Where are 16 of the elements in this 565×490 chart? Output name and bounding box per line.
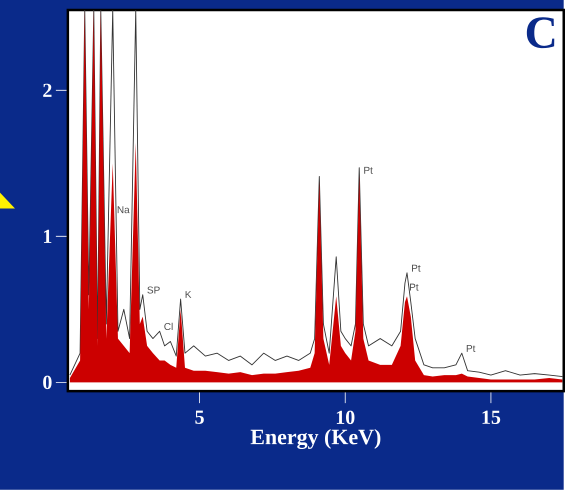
annotation: Pt bbox=[364, 166, 373, 174]
annotation: SP bbox=[147, 286, 160, 294]
y-tick-label: 2 bbox=[43, 84, 52, 97]
y-tick-label: 0 bbox=[43, 376, 52, 390]
annotation: Pt bbox=[410, 284, 419, 291]
y-tick-label: 1 bbox=[44, 230, 52, 243]
x-tick-label: 15 bbox=[482, 410, 500, 424]
annotation: C bbox=[526, 17, 554, 48]
annotation: Pt bbox=[412, 264, 421, 272]
annotation: K bbox=[186, 291, 192, 298]
x-tick-label: 5 bbox=[195, 410, 204, 424]
x-axis-title: Energy (KeV) bbox=[250, 428, 380, 450]
annotation: Pt bbox=[466, 345, 476, 352]
annotation: Cl bbox=[164, 322, 173, 330]
x-tick-label: 10 bbox=[336, 410, 354, 424]
annotation: Na bbox=[118, 206, 130, 214]
